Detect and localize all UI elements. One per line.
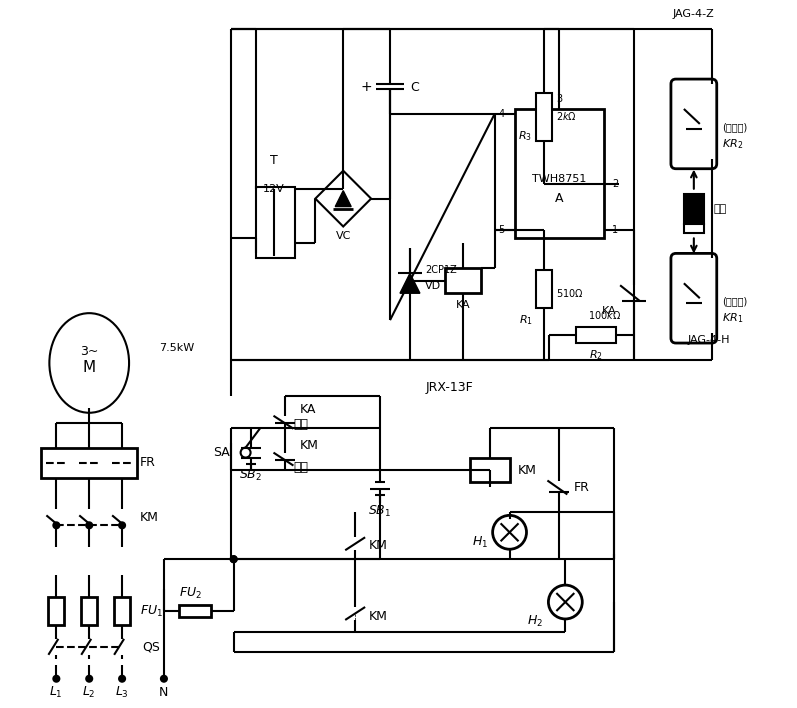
Text: (上限位): (上限位) [722,296,747,306]
Text: $R_3$: $R_3$ [519,129,532,143]
Text: QS: QS [142,640,160,653]
Circle shape [548,585,583,619]
Text: $100k\Omega$: $100k\Omega$ [587,309,621,321]
Text: 手动: 手动 [292,461,308,474]
Text: KA: KA [455,300,470,310]
Bar [179,605,210,617]
Text: KM: KM [517,464,536,477]
Text: VC: VC [336,232,351,241]
Circle shape [119,523,125,528]
Text: 2CP1Z: 2CP1Z [425,266,457,275]
Text: $2k\Omega$: $2k\Omega$ [556,110,577,122]
Text: 12V: 12V [263,183,285,194]
Text: $H_2$: $H_2$ [528,615,544,629]
Circle shape [493,515,527,549]
Circle shape [161,675,167,682]
Text: 1: 1 [612,225,618,236]
Text: 磁铁: 磁铁 [714,204,727,214]
Polygon shape [400,273,420,293]
Text: 7.5kW: 7.5kW [159,343,194,353]
Text: M: M [83,360,96,375]
Text: $KR_2$: $KR_2$ [722,137,743,151]
Circle shape [86,675,92,682]
Text: (下限位): (下限位) [722,122,747,132]
Text: T: T [269,154,277,167]
Ellipse shape [49,313,129,413]
Text: KM: KM [369,539,388,552]
Text: N: N [159,686,169,700]
Bar [81,597,97,625]
Text: VD: VD [425,281,441,291]
Text: KM: KM [369,610,388,624]
Text: $R_2$: $R_2$ [589,348,603,362]
FancyBboxPatch shape [671,253,717,343]
Bar [676,258,712,338]
Text: $SB_1$: $SB_1$ [368,504,391,519]
Bar [469,457,509,482]
Circle shape [241,447,250,457]
Text: JAG-4-H: JAG-4-H [688,335,730,345]
Bar [256,187,296,258]
Polygon shape [316,171,371,227]
Text: 3: 3 [556,94,563,104]
Text: $SB_2$: $SB_2$ [239,468,262,483]
Bar [114,597,130,625]
Polygon shape [336,190,351,207]
FancyBboxPatch shape [671,79,717,169]
Text: $L_1$: $L_1$ [49,685,63,700]
Text: 4: 4 [498,109,505,119]
Text: 2: 2 [612,178,618,188]
Circle shape [230,556,237,562]
Text: $L_2$: $L_2$ [82,685,96,700]
Bar [576,327,616,343]
Text: FR: FR [573,481,589,494]
Text: $510\Omega$: $510\Omega$ [556,287,584,299]
Text: $KR_1$: $KR_1$ [722,312,743,325]
Text: 3~: 3~ [80,345,98,358]
Text: TWH8751: TWH8751 [532,173,587,183]
Text: FR: FR [140,456,156,469]
Circle shape [53,675,59,682]
Text: 自动: 自动 [292,418,308,431]
Text: 5: 5 [498,225,505,236]
Bar [445,268,481,293]
Text: C: C [410,81,418,93]
Text: KA: KA [602,306,616,316]
Bar [684,193,704,224]
Text: SA: SA [213,446,230,459]
Bar [41,447,137,477]
Text: $L_3$: $L_3$ [116,685,129,700]
Text: $FU_2$: $FU_2$ [179,586,202,600]
Text: JAG-4-Z: JAG-4-Z [673,9,715,19]
Text: A: A [556,192,563,205]
Text: KA: KA [300,404,316,416]
Text: $FU_1$: $FU_1$ [140,603,163,619]
Circle shape [86,523,92,528]
Bar [536,270,552,308]
Bar [515,109,604,239]
Bar [49,597,65,625]
Circle shape [119,675,125,682]
Text: KM: KM [140,511,159,524]
Circle shape [230,556,237,562]
Text: JRX-13F: JRX-13F [426,382,473,394]
Text: $R_1$: $R_1$ [519,313,532,327]
Text: +: + [360,80,372,94]
Bar [684,224,704,234]
Text: KM: KM [300,439,318,452]
Text: $H_1$: $H_1$ [472,535,488,550]
Circle shape [53,523,59,528]
Bar [536,93,552,141]
